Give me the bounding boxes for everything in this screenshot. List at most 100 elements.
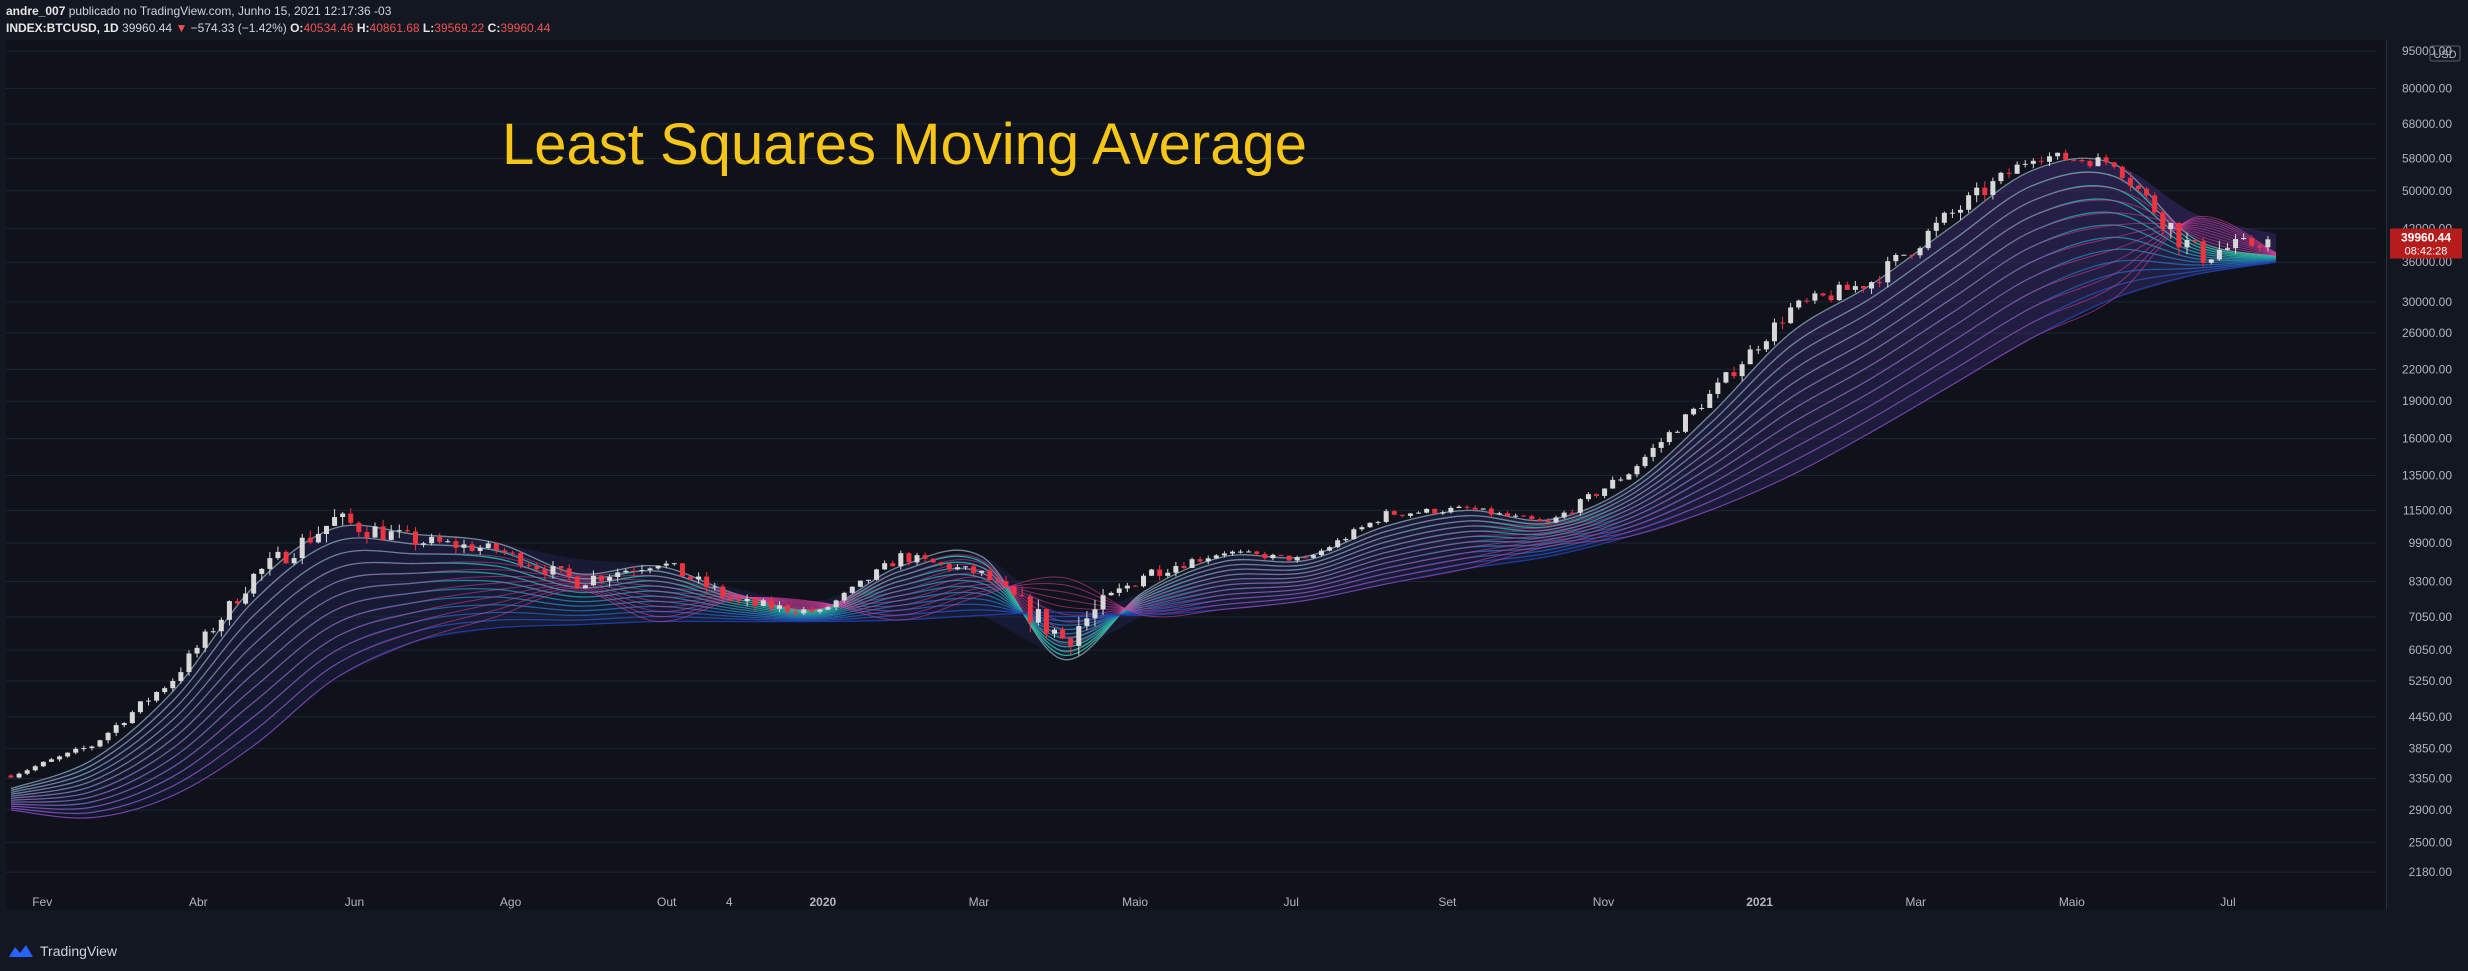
candle-body: [1691, 408, 1697, 415]
candle-body: [1488, 508, 1494, 515]
candle-body: [1650, 447, 1656, 457]
candle-body: [1205, 558, 1211, 562]
candle-body: [1456, 506, 1462, 508]
price-scale[interactable]: 2180.00 2500.00 2900.00 3350.00 3850.00 4450.…: [2386, 40, 2468, 910]
candle-body: [647, 568, 653, 571]
candle-body: [1221, 553, 1227, 556]
price-tick-label: 80000.00: [2402, 82, 2452, 96]
candle-body: [558, 566, 564, 569]
candle-body: [291, 558, 297, 564]
candle-body: [1852, 286, 1858, 290]
candle-body: [663, 563, 669, 566]
candle-body: [865, 579, 871, 581]
candle-body: [1076, 625, 1082, 646]
ma-line-high: [10, 222, 2277, 799]
candle-body: [388, 531, 394, 540]
tradingview-logo[interactable]: TradingView: [8, 943, 117, 959]
candle-body: [1132, 585, 1138, 587]
candle-body: [1149, 569, 1155, 576]
candle-body: [404, 530, 410, 532]
candle-body: [1966, 195, 1972, 210]
author-name[interactable]: andre_007: [6, 4, 66, 18]
candle-body: [655, 565, 661, 569]
candle-body: [396, 530, 402, 532]
candle-body: [1019, 595, 1025, 597]
candle-body: [615, 572, 621, 578]
x-tick-label: 2021: [1746, 895, 1773, 909]
candle-body: [137, 701, 143, 713]
price-tick-label: 2900.00: [2409, 803, 2453, 817]
candle-body: [154, 692, 160, 701]
low-value: 39569.22: [434, 21, 485, 35]
candle-body: [1124, 585, 1130, 589]
symbol-label[interactable]: INDEX:BTCUSD, 1D: [6, 21, 119, 35]
candle-body: [671, 563, 677, 565]
candle-body: [348, 513, 354, 523]
candle-body: [2160, 212, 2166, 230]
brand-name: TradingView: [40, 943, 118, 959]
price-chart[interactable]: Fev Abr Jun Ago Out 4 2020 Mar Maio Jul Set Nov 2021…: [6, 40, 2386, 910]
price-tick-label: 3350.00: [2409, 772, 2453, 786]
candle-body: [1238, 551, 1244, 553]
candle-body: [1715, 382, 1721, 394]
x-tick-label: Maio: [1122, 895, 1148, 909]
candle-body: [57, 756, 63, 760]
candle-body: [890, 563, 896, 567]
price-tick-label: 6050.00: [2409, 643, 2453, 657]
candle-body: [1254, 551, 1260, 554]
candle-body: [194, 647, 200, 654]
candle-body: [1585, 494, 1591, 500]
candle-body: [1642, 456, 1648, 467]
chart-pane[interactable]: Fev Abr Jun Ago Out 4 2020 Mar Maio Jul Set Nov 2021…: [6, 40, 2386, 910]
candle-body: [1796, 300, 1802, 308]
candle-body: [461, 544, 467, 548]
candle-body: [372, 526, 378, 538]
candle-body: [2216, 249, 2222, 260]
price-tick-label: 2500.00: [2409, 835, 2453, 849]
candle-body: [1165, 572, 1171, 576]
price-tick-label: 36000.00: [2402, 255, 2452, 269]
candle-body: [2192, 240, 2198, 242]
candle-body: [574, 576, 580, 589]
candle-body: [2063, 152, 2069, 160]
candle-body: [1424, 508, 1430, 513]
candle-body: [477, 547, 483, 551]
candle-body: [65, 752, 71, 757]
candle-body: [267, 558, 273, 569]
candle-body: [938, 562, 944, 564]
price-tick-label: 58000.00: [2402, 151, 2452, 165]
price-tick-label: 19000.00: [2402, 394, 2452, 408]
last-price: 39960.44: [122, 21, 173, 35]
candle-body: [1521, 515, 1527, 517]
candle-body: [809, 609, 815, 612]
candle-body: [857, 580, 863, 587]
candle-body: [1157, 569, 1163, 576]
candle-body: [1610, 479, 1616, 489]
candle-body: [930, 558, 936, 563]
candle-body: [1658, 442, 1664, 448]
candle-body: [1569, 512, 1575, 514]
price-tick-label: 11500.00: [2403, 503, 2452, 517]
candle-body: [251, 573, 257, 594]
candle-body: [833, 600, 839, 608]
candle-body: [1197, 559, 1203, 562]
ma-line-high: [10, 223, 2277, 803]
candle-body: [332, 517, 338, 526]
candle-body: [1213, 555, 1219, 559]
candle-body: [121, 723, 127, 726]
candle-body: [1828, 295, 1834, 301]
candle-body: [744, 599, 750, 601]
open-value: 40534.46: [303, 21, 354, 35]
candle-body: [2111, 162, 2117, 167]
candle-body: [1723, 372, 1729, 383]
candle-body: [113, 725, 119, 733]
published-text: publicado no TradingView.com, Junho 15, …: [68, 4, 392, 18]
price-tick-label: 95000.00: [2402, 44, 2452, 58]
candle-body: [16, 773, 22, 778]
candle-body: [2135, 185, 2141, 189]
candle-body: [1310, 555, 1316, 558]
candle-body: [1011, 586, 1017, 596]
grid: [6, 50, 2376, 873]
ma-line-high: [10, 219, 2277, 810]
candle-body: [1513, 515, 1519, 517]
